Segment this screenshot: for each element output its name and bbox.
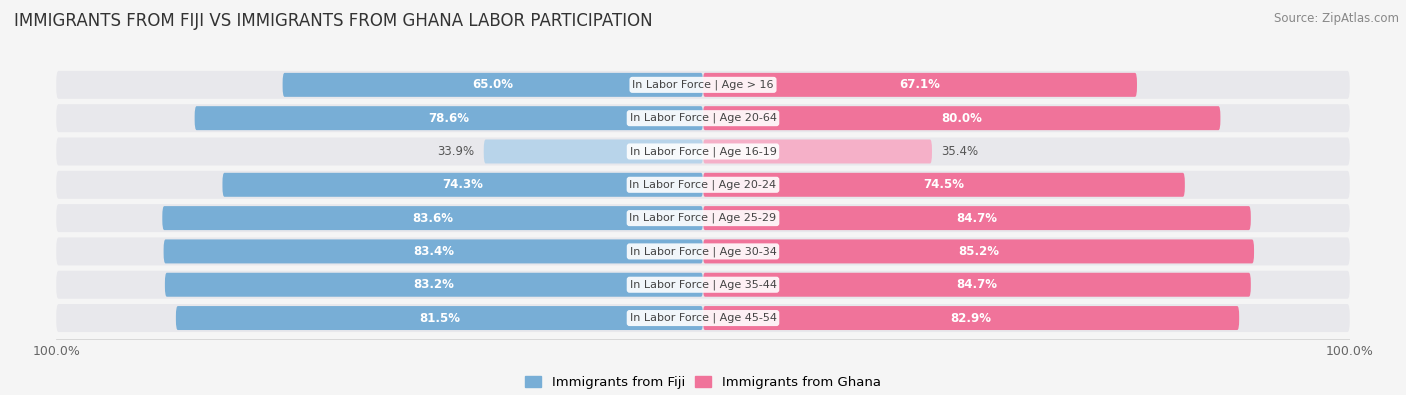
FancyBboxPatch shape: [484, 139, 703, 164]
Text: 84.7%: 84.7%: [956, 278, 997, 291]
FancyBboxPatch shape: [703, 73, 1137, 97]
FancyBboxPatch shape: [56, 271, 1350, 299]
Text: In Labor Force | Age 30-34: In Labor Force | Age 30-34: [630, 246, 776, 257]
FancyBboxPatch shape: [56, 204, 1350, 232]
Text: 85.2%: 85.2%: [957, 245, 1000, 258]
FancyBboxPatch shape: [222, 173, 703, 197]
FancyBboxPatch shape: [56, 237, 1350, 265]
FancyBboxPatch shape: [162, 206, 703, 230]
Text: 74.3%: 74.3%: [443, 178, 484, 191]
FancyBboxPatch shape: [703, 273, 1251, 297]
Text: 78.6%: 78.6%: [429, 112, 470, 125]
Text: In Labor Force | Age 45-54: In Labor Force | Age 45-54: [630, 313, 776, 323]
Text: 83.4%: 83.4%: [413, 245, 454, 258]
FancyBboxPatch shape: [56, 104, 1350, 132]
Legend: Immigrants from Fiji, Immigrants from Ghana: Immigrants from Fiji, Immigrants from Gh…: [520, 371, 886, 394]
Text: In Labor Force | Age 16-19: In Labor Force | Age 16-19: [630, 146, 776, 157]
Text: 67.1%: 67.1%: [900, 78, 941, 91]
FancyBboxPatch shape: [703, 173, 1185, 197]
Text: 81.5%: 81.5%: [419, 312, 460, 325]
FancyBboxPatch shape: [703, 306, 1239, 330]
Text: 84.7%: 84.7%: [956, 212, 997, 225]
Text: 82.9%: 82.9%: [950, 312, 991, 325]
Text: In Labor Force | Age 20-64: In Labor Force | Age 20-64: [630, 113, 776, 123]
FancyBboxPatch shape: [165, 273, 703, 297]
Text: In Labor Force | Age 25-29: In Labor Force | Age 25-29: [630, 213, 776, 223]
Text: 83.6%: 83.6%: [412, 212, 453, 225]
FancyBboxPatch shape: [194, 106, 703, 130]
FancyBboxPatch shape: [56, 171, 1350, 199]
Text: In Labor Force | Age 35-44: In Labor Force | Age 35-44: [630, 280, 776, 290]
Text: Source: ZipAtlas.com: Source: ZipAtlas.com: [1274, 12, 1399, 25]
Text: 83.2%: 83.2%: [413, 278, 454, 291]
Text: 74.5%: 74.5%: [924, 178, 965, 191]
FancyBboxPatch shape: [703, 239, 1254, 263]
FancyBboxPatch shape: [703, 106, 1220, 130]
Text: 65.0%: 65.0%: [472, 78, 513, 91]
FancyBboxPatch shape: [56, 71, 1350, 99]
FancyBboxPatch shape: [56, 137, 1350, 166]
FancyBboxPatch shape: [703, 139, 932, 164]
Text: 33.9%: 33.9%: [437, 145, 474, 158]
FancyBboxPatch shape: [283, 73, 703, 97]
Text: In Labor Force | Age > 16: In Labor Force | Age > 16: [633, 80, 773, 90]
FancyBboxPatch shape: [56, 304, 1350, 332]
Text: IMMIGRANTS FROM FIJI VS IMMIGRANTS FROM GHANA LABOR PARTICIPATION: IMMIGRANTS FROM FIJI VS IMMIGRANTS FROM …: [14, 12, 652, 30]
Text: 35.4%: 35.4%: [942, 145, 979, 158]
Text: In Labor Force | Age 20-24: In Labor Force | Age 20-24: [630, 180, 776, 190]
FancyBboxPatch shape: [703, 206, 1251, 230]
FancyBboxPatch shape: [176, 306, 703, 330]
Text: 80.0%: 80.0%: [941, 112, 983, 125]
FancyBboxPatch shape: [163, 239, 703, 263]
